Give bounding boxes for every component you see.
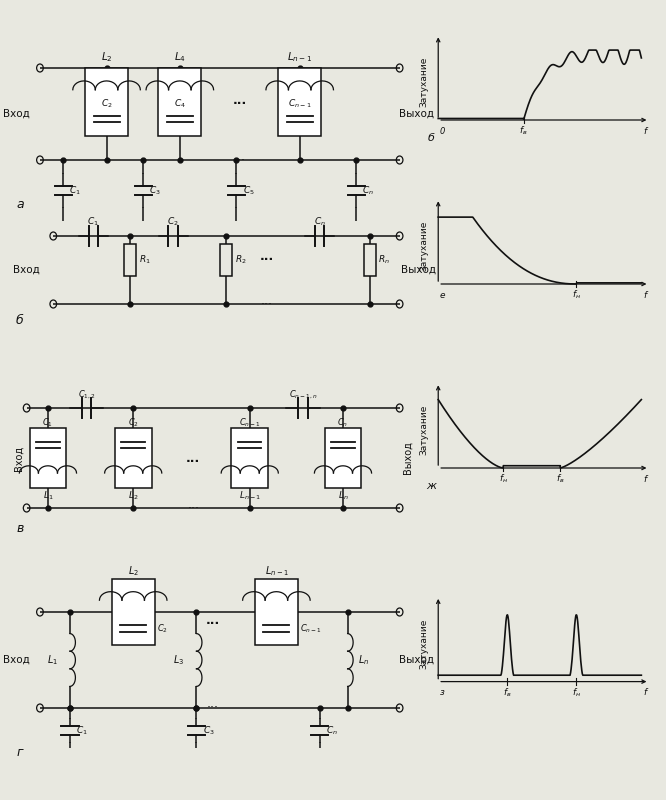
Text: $f_н$: $f_н$ bbox=[499, 473, 507, 486]
Text: f: f bbox=[643, 290, 646, 300]
Text: $L_n$: $L_n$ bbox=[358, 653, 370, 667]
Text: Вход: Вход bbox=[13, 446, 24, 470]
Text: ...: ... bbox=[186, 451, 200, 465]
Text: $f_н$: $f_н$ bbox=[572, 686, 581, 699]
Text: $C_{n-1,n}$: $C_{n-1,n}$ bbox=[288, 388, 318, 401]
Text: 0: 0 bbox=[440, 126, 445, 136]
Bar bbox=[159, 68, 201, 136]
Text: $R_1$: $R_1$ bbox=[139, 254, 151, 266]
Text: $f_в$: $f_в$ bbox=[556, 473, 564, 486]
Text: $C_5$: $C_5$ bbox=[242, 184, 254, 197]
Text: ж: ж bbox=[426, 481, 437, 490]
Text: $f_в$: $f_в$ bbox=[503, 686, 511, 699]
Text: $L_{n-1}$: $L_{n-1}$ bbox=[264, 564, 288, 578]
Text: $C_1$: $C_1$ bbox=[87, 215, 99, 228]
Text: Затухание: Затухание bbox=[419, 618, 428, 669]
Bar bbox=[325, 428, 361, 488]
Bar bbox=[364, 244, 376, 276]
Text: $C_n$: $C_n$ bbox=[326, 724, 338, 737]
Text: f: f bbox=[643, 688, 646, 698]
Text: в: в bbox=[16, 522, 24, 534]
Bar bbox=[278, 68, 322, 136]
Text: Затухание: Затухание bbox=[419, 57, 428, 107]
Text: $L_{n-1}$: $L_{n-1}$ bbox=[238, 490, 261, 502]
Bar bbox=[124, 244, 136, 276]
Text: $C_n$: $C_n$ bbox=[338, 417, 348, 430]
Text: f: f bbox=[643, 474, 646, 484]
Text: ...: ... bbox=[259, 250, 274, 262]
Text: Вход: Вход bbox=[3, 109, 30, 119]
Text: Выход: Выход bbox=[402, 442, 413, 474]
Text: $L_1$: $L_1$ bbox=[47, 653, 58, 667]
Text: $C_{n-1}$: $C_{n-1}$ bbox=[288, 97, 312, 110]
Text: $L_1$: $L_1$ bbox=[43, 490, 53, 502]
Text: б: б bbox=[16, 314, 24, 326]
Text: $C_1$: $C_1$ bbox=[43, 417, 53, 430]
Text: з: з bbox=[440, 688, 445, 698]
Text: $L_3$: $L_3$ bbox=[173, 653, 184, 667]
Text: $C_4$: $C_4$ bbox=[174, 97, 186, 110]
Text: $L_{n-1}$: $L_{n-1}$ bbox=[287, 50, 312, 65]
Bar bbox=[232, 428, 268, 488]
Text: Затухание: Затухание bbox=[419, 221, 428, 271]
Text: $C_{1,2}$: $C_{1,2}$ bbox=[78, 388, 95, 401]
Text: $L_n$: $L_n$ bbox=[338, 490, 348, 502]
Text: ...: ... bbox=[187, 498, 199, 510]
Text: $C_3$: $C_3$ bbox=[202, 724, 214, 737]
Text: Вход: Вход bbox=[3, 655, 30, 665]
Bar bbox=[112, 579, 155, 645]
Text: $C_1$: $C_1$ bbox=[76, 724, 88, 737]
Text: г: г bbox=[17, 746, 23, 758]
Text: б: б bbox=[428, 133, 435, 142]
Text: $C_n$: $C_n$ bbox=[314, 215, 326, 228]
Text: е: е bbox=[440, 290, 445, 300]
Text: ...: ... bbox=[234, 150, 246, 162]
Text: ...: ... bbox=[207, 697, 219, 710]
Text: Выход: Выход bbox=[401, 265, 436, 275]
Text: $R_n$: $R_n$ bbox=[378, 254, 390, 266]
Text: $C_2$: $C_2$ bbox=[157, 622, 168, 634]
Text: $R_2$: $R_2$ bbox=[235, 254, 247, 266]
Text: ...: ... bbox=[260, 294, 272, 306]
Text: $L_2$: $L_2$ bbox=[101, 50, 113, 65]
Text: $f_н$: $f_н$ bbox=[572, 289, 581, 302]
Text: $C_n$: $C_n$ bbox=[362, 184, 374, 197]
Text: Затухание: Затухание bbox=[419, 405, 428, 455]
Text: $L_2$: $L_2$ bbox=[128, 490, 139, 502]
Text: $C_3$: $C_3$ bbox=[149, 184, 161, 197]
Bar bbox=[29, 428, 66, 488]
Text: Выход: Выход bbox=[399, 109, 434, 119]
Bar bbox=[115, 428, 151, 488]
Text: $C_{n-1}$: $C_{n-1}$ bbox=[300, 622, 322, 634]
Text: $C_2$: $C_2$ bbox=[167, 215, 179, 228]
Text: $C_1$: $C_1$ bbox=[69, 184, 81, 197]
Text: $C_{n-1}$: $C_{n-1}$ bbox=[239, 417, 260, 430]
Text: f: f bbox=[643, 126, 646, 136]
Text: ...: ... bbox=[206, 614, 220, 626]
Text: $C_2$: $C_2$ bbox=[101, 97, 113, 110]
Bar bbox=[85, 68, 128, 136]
Text: Выход: Выход bbox=[399, 655, 434, 665]
Text: а: а bbox=[16, 198, 24, 210]
Text: ...: ... bbox=[232, 94, 247, 106]
Text: $C_2$: $C_2$ bbox=[128, 417, 139, 430]
Text: $L_4$: $L_4$ bbox=[174, 50, 186, 65]
Text: Вход: Вход bbox=[13, 265, 40, 275]
Text: $L_2$: $L_2$ bbox=[128, 564, 139, 578]
Bar bbox=[220, 244, 232, 276]
Text: $f_в$: $f_в$ bbox=[519, 125, 528, 138]
Bar bbox=[254, 579, 298, 645]
